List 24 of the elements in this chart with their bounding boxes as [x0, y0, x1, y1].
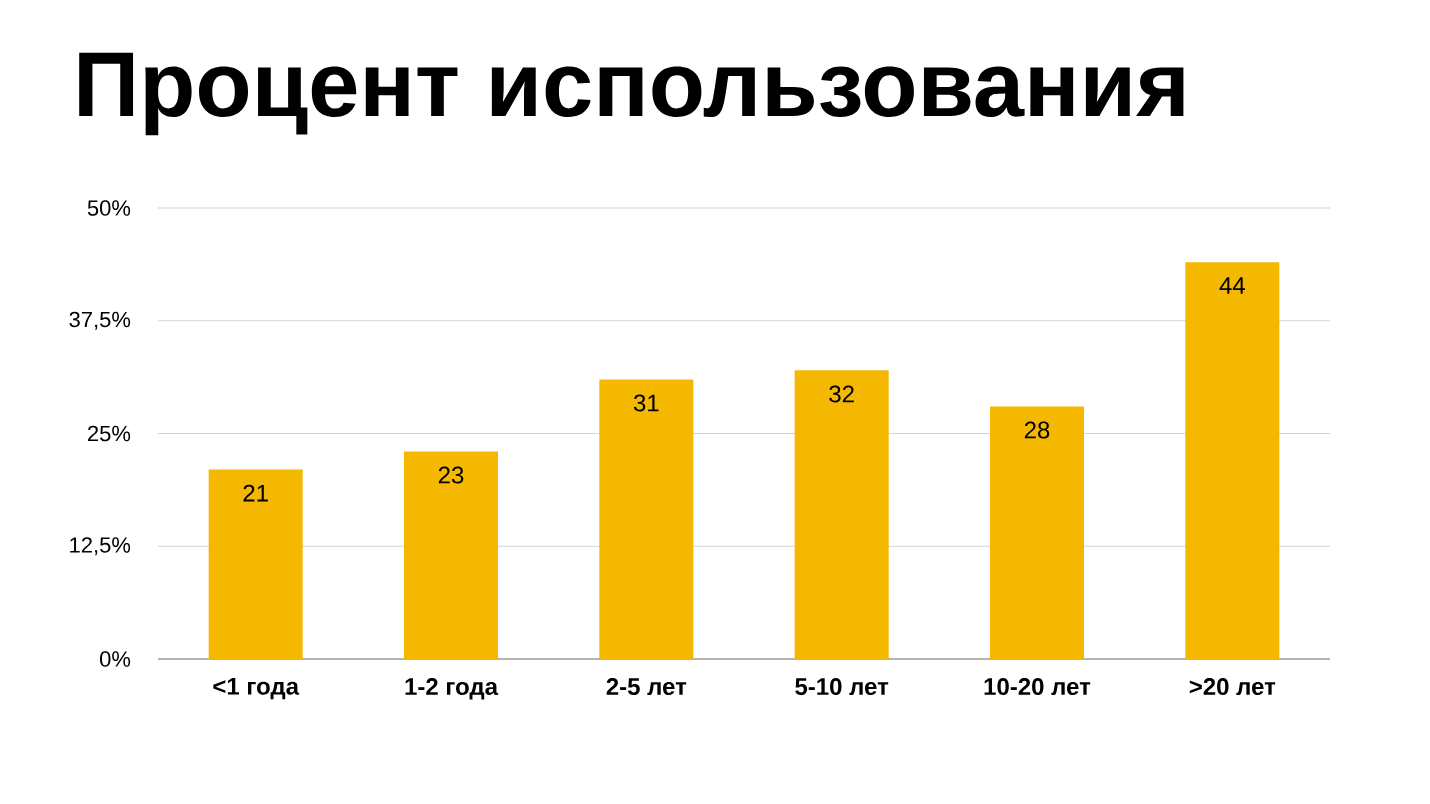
data-label: 28: [1024, 421, 1050, 439]
data-label: 31: [633, 394, 659, 412]
bar: [794, 370, 889, 659]
bar: [990, 406, 1084, 659]
bar: [208, 469, 303, 659]
y-tick-label: 37,5%: [69, 311, 131, 330]
data-label: 44: [1219, 277, 1245, 294]
bar: [599, 379, 694, 659]
x-tick-label: <1 года: [213, 678, 300, 700]
y-tick-label: 12,5%: [70, 537, 131, 556]
x-tick-label: 5-10 лет: [795, 678, 889, 696]
data-label: 23: [438, 466, 464, 484]
chart-title: Процент использования: [79, 52, 1184, 136]
bar: [404, 451, 498, 659]
y-tick-label: 50%: [87, 200, 131, 216]
x-tick-label: 1-2 года: [405, 678, 499, 700]
data-label: 21: [243, 484, 268, 502]
bar: [1185, 262, 1280, 659]
data-label: 32: [829, 385, 854, 403]
y-tick-label: 0%: [99, 651, 131, 667]
y-tick-label: 25%: [88, 425, 131, 442]
x-tick-label: >20 лет: [1189, 678, 1276, 696]
x-tick-label: 2-5 лет: [606, 678, 687, 696]
x-tick-label: 10-20 лет: [984, 678, 1091, 696]
